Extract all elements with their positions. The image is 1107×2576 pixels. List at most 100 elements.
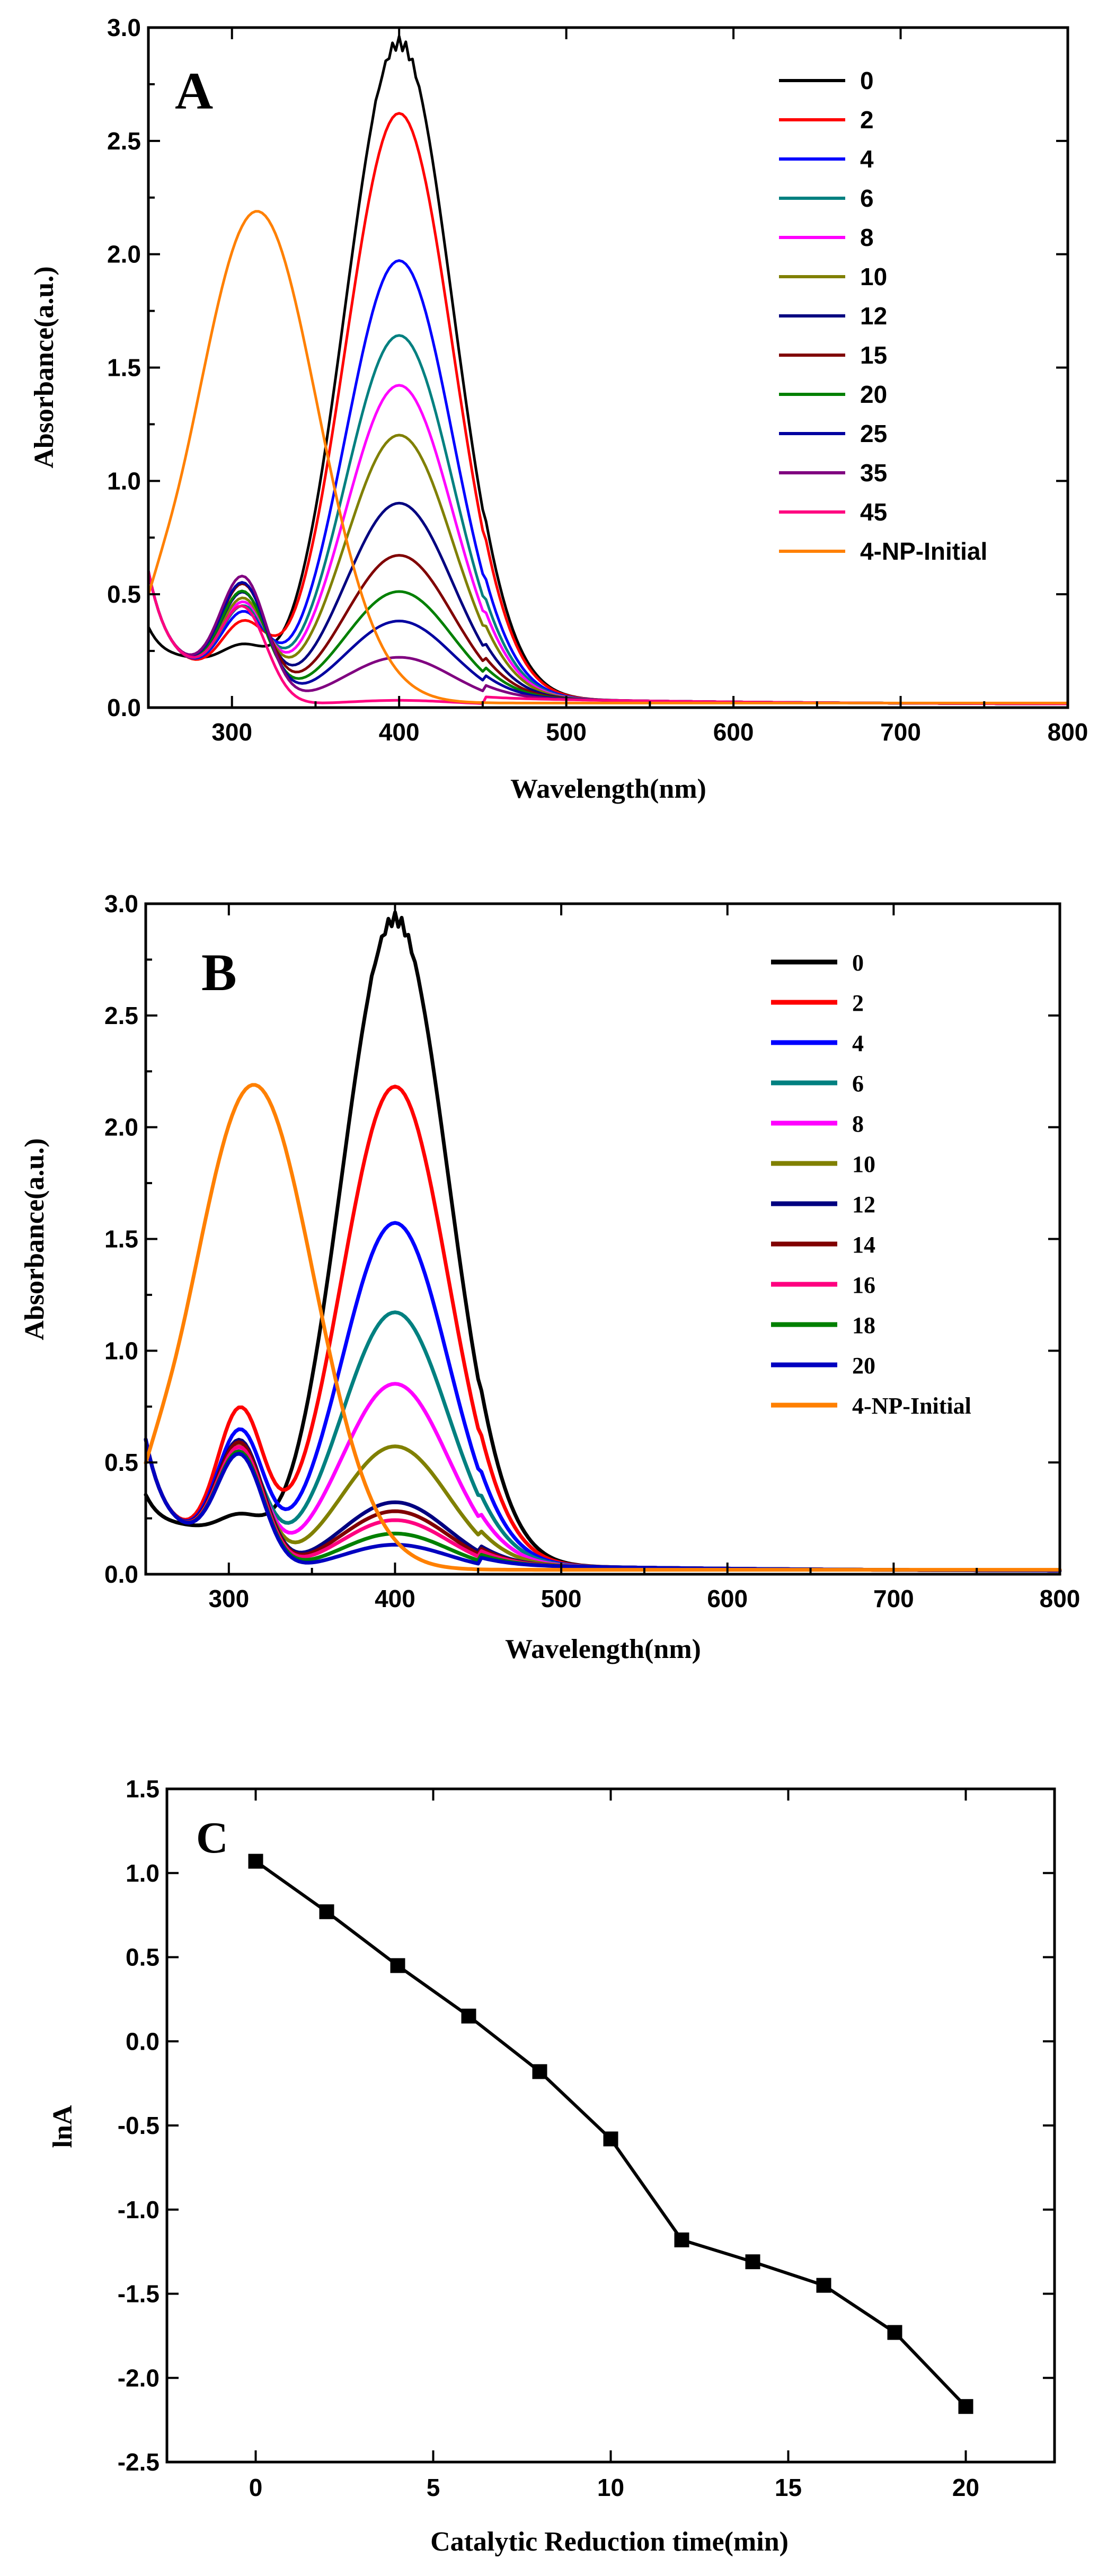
panel-b-letter: B [201,943,237,1002]
x-tick-label: 5 [427,2474,440,2501]
series-line-4-NP-Initial [144,1083,1062,1572]
legend-label-14: 14 [852,1232,875,1258]
legend-label-12: 12 [852,1192,875,1218]
panel-c-y-axis-title: lnA [48,2105,78,2148]
panel-b-x-axis-title: Wavelength(nm) [505,1634,701,1664]
series-line-2 [144,1084,1062,1573]
panel-c-series-group [248,1854,973,2414]
y-tick-label: 3.0 [104,890,138,918]
panel-a-plot-frame [147,26,1069,709]
x-tick-label: 500 [541,1585,582,1612]
y-tick-label: 2.5 [107,127,141,155]
x-tick-label: 600 [713,718,754,746]
data-point-t20 [958,2399,973,2414]
panel-c-y-axis: -2.5 -2.0 -1.5 -1.0 -0.5 0.0 0.5 1.0 1.5 [118,1775,1055,2476]
series-line-0 [147,34,1069,705]
series-line-18 [144,1437,1062,1573]
data-point-t0 [248,1854,263,1869]
legend-label-0: 0 [860,67,874,94]
legend-label-4: 4 [860,145,874,173]
legend-label-35: 35 [860,459,887,487]
y-tick-label: -2.0 [118,2364,160,2392]
y-tick-label: 2.0 [107,241,141,268]
legend-label-2: 2 [852,990,864,1016]
legend-label-4-NP-Initial: 4-NP-Initial [860,537,987,565]
legend-label-4: 4 [852,1030,864,1056]
y-tick-label: 0.0 [126,2027,160,2055]
x-tick-label: 600 [707,1585,748,1612]
series-line-0 [144,910,1062,1573]
data-point-t14 [745,2254,760,2270]
y-tick-label: 0.0 [107,694,141,721]
x-tick-label: 300 [211,718,252,746]
panel-c-x-axis-title: Catalytic Reduction time(min) [430,2527,789,2557]
panel-a-series-group [147,34,1069,705]
data-point-t4 [390,1958,405,1973]
y-tick-label: 3.0 [107,14,141,41]
x-tick-label: 400 [379,718,420,746]
data-point-t16 [816,2278,831,2293]
legend-label-6: 6 [852,1071,864,1097]
series-line-4 [147,259,1069,705]
series-line-16 [144,1437,1062,1573]
series-line-10 [144,1437,1062,1573]
series-line-45 [147,569,1069,705]
series-line-35 [147,569,1069,705]
y-tick-label: -1.0 [118,2196,160,2224]
x-tick-label: 700 [880,718,921,746]
panel-a-y-axis: 0.0 0.5 1.0 1.5 2.0 2.5 3.0 [107,14,1068,721]
legend-label-2: 2 [860,106,874,134]
series-line-6 [147,334,1069,705]
panel-a-chart: 0.00.51.01.52.02.53.0 300 400 500 600 700 800… [29,14,1088,804]
series-line-6 [144,1310,1062,1573]
y-tick-label: 1.5 [126,1775,160,1803]
panel-b-y-axis-title: Absorbance(a.u.) [20,1138,50,1340]
series-line-2 [147,112,1069,705]
panel-b-chart: 0.00.51.01.52.02.53.0 300 400 500 600 700 800… [20,890,1080,1664]
y-tick-label: 1.5 [104,1225,138,1253]
legend-label-8: 8 [852,1111,864,1137]
data-point-t8 [532,2064,547,2079]
x-tick-label: 500 [546,718,587,746]
x-tick-label: 700 [873,1585,914,1612]
legend-label-16: 16 [852,1272,875,1298]
panel-a-y-axis-title: Absorbance(a.u.) [29,266,59,468]
legend-label-12: 12 [860,302,887,330]
y-tick-label: 0.5 [126,1944,160,1971]
series-line-14 [144,1437,1062,1573]
series-line-25 [147,569,1069,705]
legend-label-18: 18 [852,1312,875,1338]
y-tick-label: -0.5 [118,2112,160,2139]
legend-label-4-NP-Initial: 4-NP-Initial [852,1393,971,1419]
legend-label-10: 10 [860,263,887,290]
data-point-t18 [887,2325,902,2340]
data-point-t12 [674,2232,689,2247]
panel-a-legend: 0 2 4 6 8 10 12 15 20 25 35 45 4-NP-Initial [779,67,987,565]
panel-c-letter: C [196,1813,228,1863]
y-tick-label: -1.5 [118,2280,160,2308]
panel-a-letter: A [175,61,213,120]
legend-label-10: 10 [852,1151,875,1177]
y-tick-label: 0.5 [104,1449,138,1476]
legend-label-20: 20 [860,381,887,408]
x-tick-label: 10 [597,2474,624,2501]
panel-b-plot-frame [144,902,1061,1576]
legend-label-6: 6 [860,184,874,212]
y-tick-label: 0.0 [104,1560,138,1588]
legend-label-25: 25 [860,420,887,447]
legend-label-15: 15 [860,341,887,369]
series-line-20 [144,1437,1062,1573]
x-tick-label: 400 [375,1585,415,1612]
y-tick-label: 1.0 [126,1859,160,1887]
y-tick-label: 0.5 [107,580,141,608]
data-point-t10 [603,2131,618,2147]
legend-label-8: 8 [860,224,874,251]
y-tick-label: 1.0 [104,1337,138,1364]
panel-c-chart: -2.5 -2.0 -1.5 -1.0 -0.5 0.0 0.5 1.0 1.5 0 5 10 15 2… [48,1775,1056,2557]
panel-b-x-axis: 300 400 500 600 700 800 [145,904,1080,1612]
panel-c-x-axis: 0 5 10 15 20 [249,1789,979,2501]
legend-label-20: 20 [852,1353,875,1379]
y-tick-label: -2.5 [118,2448,160,2476]
legend-label-0: 0 [852,950,864,976]
